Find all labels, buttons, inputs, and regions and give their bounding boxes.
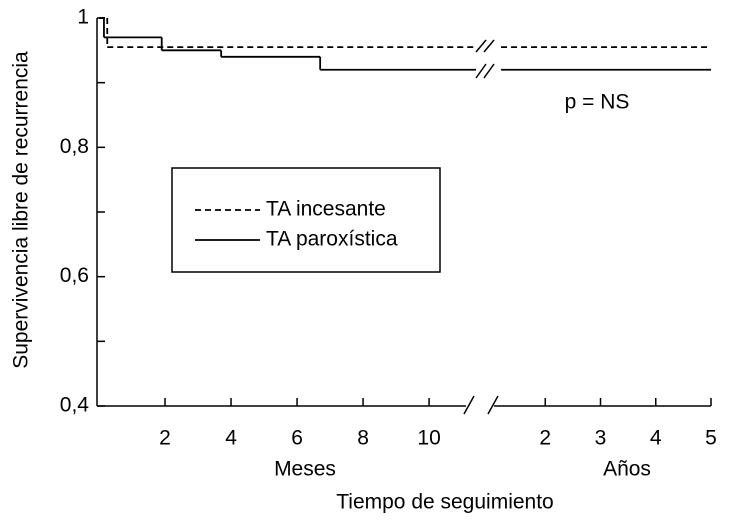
y-tick-label: 0,6 <box>60 264 89 287</box>
x-tick-label: 6 <box>291 427 303 450</box>
legend-box <box>171 167 441 273</box>
x-tick-label: 10 <box>417 427 440 450</box>
y-axis-title: Supervivencia libre de recurrencia <box>10 51 33 369</box>
y-tick-label: 0,8 <box>60 135 89 158</box>
y-tick-label: 0,4 <box>60 394 90 417</box>
x-panel-label: Años <box>603 458 651 481</box>
annotation: p = NS <box>565 91 630 114</box>
x-tick-label: 5 <box>705 427 717 450</box>
x-tick-label: 4 <box>225 427 237 450</box>
legend-label: TA paroxística <box>266 228 398 251</box>
x-tick-label: 2 <box>539 427 551 450</box>
x-panel-label: Meses <box>274 458 336 481</box>
x-tick-label: 2 <box>159 427 171 450</box>
y-tick-label: 1 <box>77 6 89 29</box>
legend-label: TA incesante <box>266 198 386 221</box>
x-tick-label: 8 <box>357 427 369 450</box>
x-tick-label: 3 <box>595 427 607 450</box>
x-tick-label: 4 <box>650 427 662 450</box>
x-axis-title: Tiempo de seguimiento <box>336 491 554 514</box>
axis-break <box>463 39 499 415</box>
